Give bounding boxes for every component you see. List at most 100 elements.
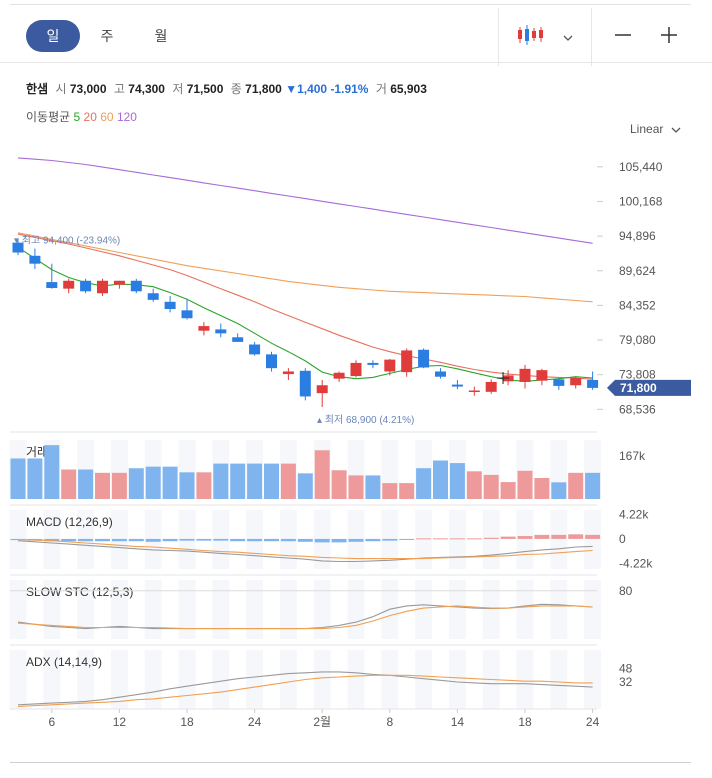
candle-body <box>587 380 599 388</box>
candle-body <box>164 301 176 310</box>
volume-bar <box>365 475 381 499</box>
tab-daily[interactable]: 일 <box>26 20 80 52</box>
volume-bar <box>78 469 94 499</box>
macd-histogram-bar <box>78 538 94 542</box>
period-tabs: 일 주 월 <box>26 20 188 52</box>
stc-band <box>584 580 602 639</box>
y-tick-label: 94,896 <box>619 229 656 243</box>
ma-120-line <box>17 157 593 244</box>
adx-band <box>516 650 534 709</box>
high-value: 74,300 <box>128 82 165 96</box>
candle-body <box>350 362 362 377</box>
divider <box>591 8 592 66</box>
volume-bar <box>264 463 279 499</box>
candle-body <box>519 368 531 382</box>
x-tick-label: 18 <box>180 715 194 729</box>
macd-histogram-bar <box>585 534 601 539</box>
macd-band <box>482 510 500 569</box>
macd-band <box>584 510 602 569</box>
volume-bar <box>196 472 212 499</box>
macd-title: MACD (12,26,9) <box>26 515 113 529</box>
candle-body <box>418 349 430 368</box>
tab-monthly[interactable]: 월 <box>154 28 168 44</box>
macd-histogram-bar <box>449 538 465 540</box>
x-tick-label: 18 <box>518 715 532 729</box>
adx-band <box>212 650 230 709</box>
zoom-in-button[interactable] <box>646 8 692 66</box>
adx-line <box>17 671 593 706</box>
candle-body <box>299 370 311 397</box>
stc-band <box>212 580 230 639</box>
moving-average-label: 이동평균 <box>26 110 71 124</box>
macd-histogram-bar <box>61 538 77 542</box>
volume-bar <box>314 450 330 499</box>
macd-histogram-bar <box>230 538 246 542</box>
max-price-annotation: ▾ 최고 94,400 (-23.94%) <box>14 234 120 246</box>
macd-histogram-bar <box>568 534 584 539</box>
candle-body <box>266 354 277 369</box>
candle-body <box>215 329 227 334</box>
volume-bar <box>213 463 229 499</box>
candle-body <box>29 255 41 264</box>
x-tick-label: 12 <box>113 715 127 729</box>
stc-band <box>482 580 500 639</box>
chart-type-button[interactable] <box>499 8 591 66</box>
macd-y-tick-label: -4.22k <box>619 556 653 570</box>
candle-body <box>553 379 565 386</box>
volume-bar <box>433 460 448 499</box>
change-value: ▼1,400 <box>285 82 328 96</box>
volume-value: 65,903 <box>390 82 427 96</box>
zoom-out-button[interactable] <box>600 8 646 66</box>
adx-band <box>110 650 128 709</box>
macd-histogram-bar <box>128 538 144 542</box>
volume-bar <box>145 466 161 499</box>
volume-bar <box>280 463 296 499</box>
stc-band <box>43 580 61 639</box>
divider <box>498 8 499 66</box>
volume-bar <box>10 458 26 499</box>
candle-body <box>130 280 142 292</box>
candle-body <box>113 280 125 285</box>
stc-band <box>415 580 433 639</box>
stc-title: SLOW STC (12,5,3) <box>26 585 133 599</box>
candle-body <box>367 362 379 365</box>
adx-signal-line <box>17 674 593 708</box>
high-label: 고 <box>113 82 125 96</box>
volume-bar <box>534 477 550 499</box>
x-tick-label: 14 <box>451 715 465 729</box>
open-value: 73,000 <box>69 82 107 96</box>
adx-band <box>279 650 297 709</box>
macd-histogram-bar <box>382 538 398 541</box>
macd-histogram-bar <box>111 538 127 542</box>
scale-mode-button[interactable]: Linear <box>630 122 681 136</box>
volume-bar <box>416 468 432 499</box>
macd-histogram-bar <box>145 538 161 542</box>
macd-histogram-bar <box>314 538 330 543</box>
ma-60-line <box>17 232 593 303</box>
macd-y-tick-label: 0 <box>619 532 626 546</box>
volume-bar <box>247 463 263 499</box>
ma-5-label: 5 <box>73 110 81 124</box>
macd-histogram-bar <box>433 538 448 540</box>
macd-histogram-bar <box>162 538 178 542</box>
macd-line <box>17 540 593 563</box>
macd-histogram-bar <box>44 538 60 542</box>
tab-weekly[interactable]: 주 <box>100 28 114 44</box>
stc-band <box>110 580 128 639</box>
candle-body <box>198 326 210 331</box>
candle-body <box>536 370 548 381</box>
stc-band <box>9 580 27 639</box>
adx-band <box>347 650 365 709</box>
adx-band <box>77 650 95 709</box>
stc-band <box>178 580 196 639</box>
volume-bar <box>230 463 246 499</box>
adx-band <box>415 650 433 709</box>
y-tick-label: 105,440 <box>619 160 663 174</box>
volume-bar <box>551 482 567 499</box>
candle-body <box>12 242 24 253</box>
macd-histogram-bar <box>534 534 550 539</box>
macd-histogram-bar <box>483 537 499 539</box>
macd-histogram-bar <box>264 538 279 542</box>
chart-toolbar: 일 주 월 <box>0 4 712 66</box>
